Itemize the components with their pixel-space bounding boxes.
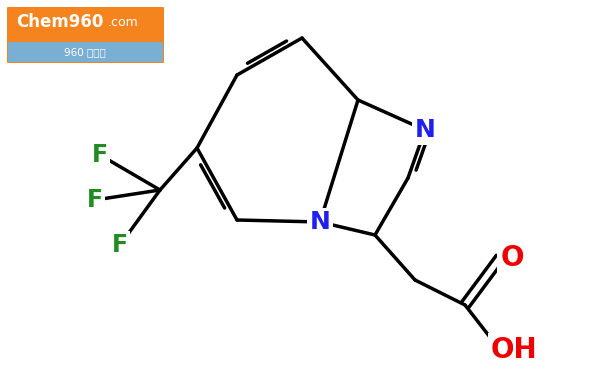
Text: N: N — [414, 118, 436, 142]
Text: .com: .com — [108, 15, 139, 28]
Text: OH: OH — [491, 336, 537, 364]
FancyBboxPatch shape — [7, 7, 164, 63]
Text: 960 化工网: 960 化工网 — [64, 47, 106, 57]
Text: F: F — [112, 233, 128, 257]
Text: Chem960: Chem960 — [16, 13, 103, 31]
Text: N: N — [310, 210, 330, 234]
Text: O: O — [500, 244, 524, 272]
Bar — [8, 42, 163, 62]
Text: F: F — [92, 143, 108, 167]
Text: F: F — [87, 188, 103, 212]
